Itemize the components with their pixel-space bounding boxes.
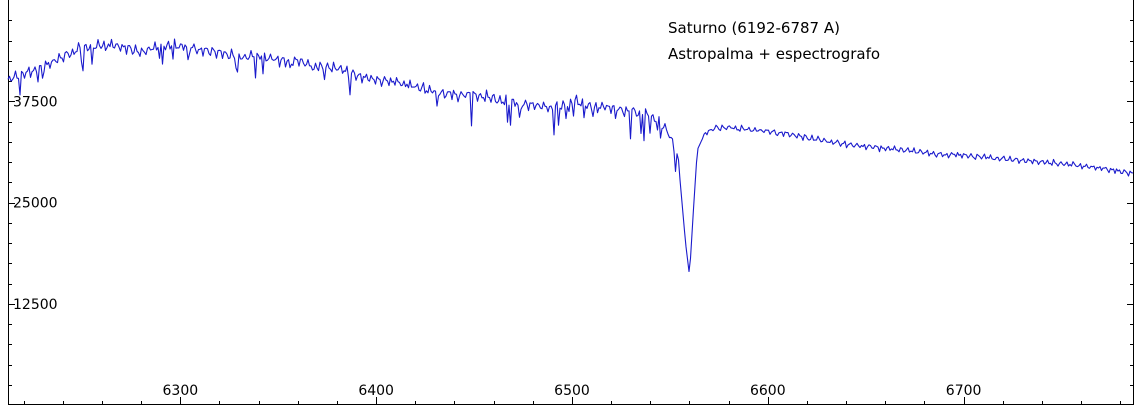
y-tick-label: 37500: [13, 94, 58, 110]
annotation-line-2: Astropalma + espectrografo: [668, 45, 880, 63]
x-tick-label: 6600: [750, 383, 786, 399]
right-edge-ticks: [1127, 20, 1134, 386]
y-axis: 12500 25000 37500: [8, 0, 58, 405]
annotation-block: Saturno (6192-6787 A) Astropalma + espec…: [668, 19, 880, 63]
spectrum-series-line: [7, 38, 1134, 273]
y-axis-ticks: 12500 25000 37500: [8, 20, 58, 386]
annotation-line-1: Saturno (6192-6787 A): [668, 19, 840, 37]
y-tick-label: 12500: [13, 297, 58, 313]
series-layer: [7, 38, 1134, 273]
x-axis: 6300 6400 6500 6600 6700: [8, 383, 1134, 405]
x-tick-label: 6700: [946, 383, 982, 399]
x-tick-label: 6300: [163, 383, 199, 399]
y-tick-label: 25000: [13, 196, 58, 212]
x-tick-label: 6400: [358, 383, 394, 399]
x-tick-label: 6500: [554, 383, 590, 399]
x-axis-ticks: 6300 6400 6500 6600 6700: [24, 383, 1121, 405]
